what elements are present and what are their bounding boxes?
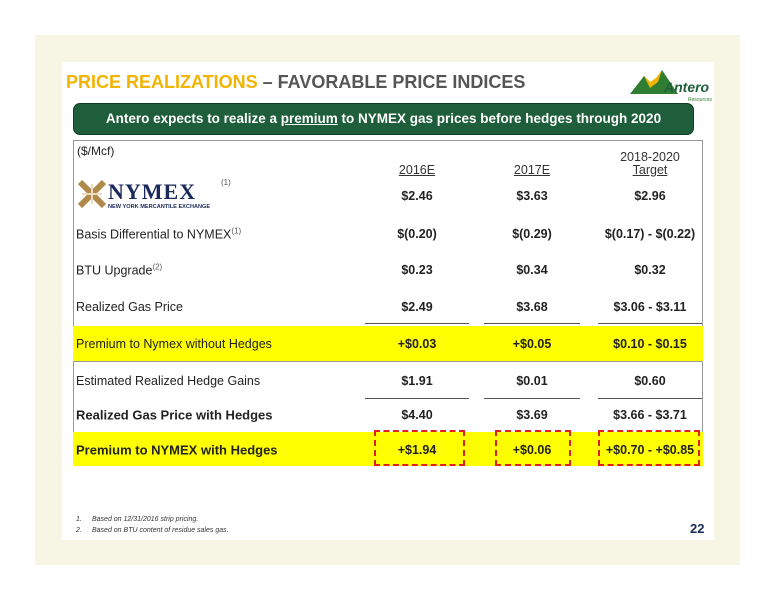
cell-value: $3.63: [516, 189, 548, 203]
cell-value: +$0.05: [512, 337, 552, 351]
column-header: 2016E: [398, 163, 436, 177]
cell-value: $4.40: [401, 408, 433, 422]
cell-value: $3.69: [516, 408, 548, 422]
note: (1): [221, 178, 231, 187]
footnote-text: Based on 12/31/2016 strip pricing.: [92, 516, 199, 523]
row-label-text: Premium to Nymex without Hedges: [76, 337, 272, 351]
cell-value: $0.34: [516, 263, 548, 277]
row-label-text: Realized Gas Price with Hedges: [76, 407, 273, 423]
cell-value: $2.46: [401, 189, 433, 203]
value-rule: [365, 323, 469, 324]
row-label-text: Realized Gas Price: [76, 300, 183, 314]
banner-text: Antero expects to realize a: [105, 111, 281, 126]
value-rule: [484, 323, 580, 324]
cell-value: $(0.29): [512, 227, 552, 241]
cell-value: $0.32: [634, 263, 666, 277]
cell-value: +$1.94: [397, 443, 437, 457]
cell-value: $(0.17) - $(0.22): [604, 227, 696, 241]
row-label: Basis Differential to NYMEX(1): [76, 226, 241, 241]
row-label: Premium to NYMEX with Hedges: [76, 443, 278, 458]
footnote-number: 1.: [76, 516, 82, 523]
row-label: Estimated Realized Hedge Gains: [76, 374, 260, 388]
cell-value: $1.91: [401, 374, 433, 388]
row-label: Realized Gas Price: [76, 300, 183, 314]
emphasis-box: [495, 430, 571, 466]
cell-value: +$0.70 - +$0.85: [605, 443, 695, 457]
nymex-wordmark: NYMEX: [108, 180, 196, 204]
emphasis-box: [598, 430, 700, 466]
cell-value: $0.60: [634, 374, 666, 388]
cell-value: $3.66 - $3.71: [613, 408, 687, 422]
logo-sub: Resources: [688, 97, 712, 103]
column-header: 2018-2020: [620, 150, 680, 164]
row-label-text: Premium to NYMEX with Hedges: [76, 442, 278, 458]
footnote-number: 2.: [76, 527, 82, 534]
banner-text: to NYMEX gas prices before hedges throug…: [337, 111, 662, 126]
logo: Antero Resources: [630, 70, 712, 103]
logo-name: Antero: [663, 79, 710, 95]
value-rule: [365, 398, 469, 399]
row-label: Premium to Nymex without Hedges: [76, 337, 272, 351]
table-frame: [73, 140, 703, 466]
title: PRICE REALIZATIONS – FAVORABLE PRICE IND…: [66, 72, 525, 93]
cell-value: $2.96: [634, 189, 666, 203]
row-label: BTU Upgrade(2): [76, 262, 162, 277]
unit-label: ($/Mcf): [77, 144, 115, 158]
highlight-row: [73, 326, 703, 361]
emphasis-box: [374, 430, 465, 466]
cell-value: $2.49: [401, 300, 433, 314]
row-label: Realized Gas Price with Hedges: [76, 408, 273, 423]
row-label-text: Basis Differential to NYMEX: [76, 227, 232, 242]
cell-value: $3.06 - $3.11: [613, 300, 687, 314]
column-header: Target: [632, 163, 668, 177]
value-rule: [598, 398, 702, 399]
banner: Antero expects to realize a premium to N…: [73, 103, 694, 135]
cell-value: $0.01: [516, 374, 548, 388]
title-highlight: PRICE REALIZATIONS: [66, 72, 258, 92]
cell-value: +$0.03: [397, 337, 437, 351]
nymex-tagline: NEW YORK MERCANTILE EXCHANGE: [108, 204, 210, 210]
nymex-icon: [82, 184, 102, 204]
cell-value: $0.10 - $0.15: [613, 337, 687, 351]
banner-emphasis: premium: [280, 111, 338, 126]
note: (2): [152, 262, 163, 272]
row-label-text: BTU Upgrade: [76, 263, 153, 278]
footnote-text: Based on BTU content of residue sales ga…: [92, 527, 229, 534]
cell-value: $3.68: [516, 300, 548, 314]
cell-value: +$0.06: [512, 443, 552, 457]
page-number: 22: [690, 521, 705, 536]
cell-value: $(0.20): [397, 227, 437, 241]
row-label-text: Estimated Realized Hedge Gains: [76, 374, 261, 388]
note: (1): [231, 226, 242, 236]
column-header: 2017E: [513, 163, 551, 177]
value-rule: [598, 323, 702, 324]
cell-value: $0.23: [401, 263, 433, 277]
logo-peak: [644, 70, 662, 88]
value-rule: [484, 398, 580, 399]
row-divider: [73, 361, 703, 362]
nymex-logo: NYMEX NEW YORK MERCANTILE EXCHANGE: [78, 180, 210, 210]
title-rest: – FAVORABLE PRICE INDICES: [257, 72, 526, 92]
